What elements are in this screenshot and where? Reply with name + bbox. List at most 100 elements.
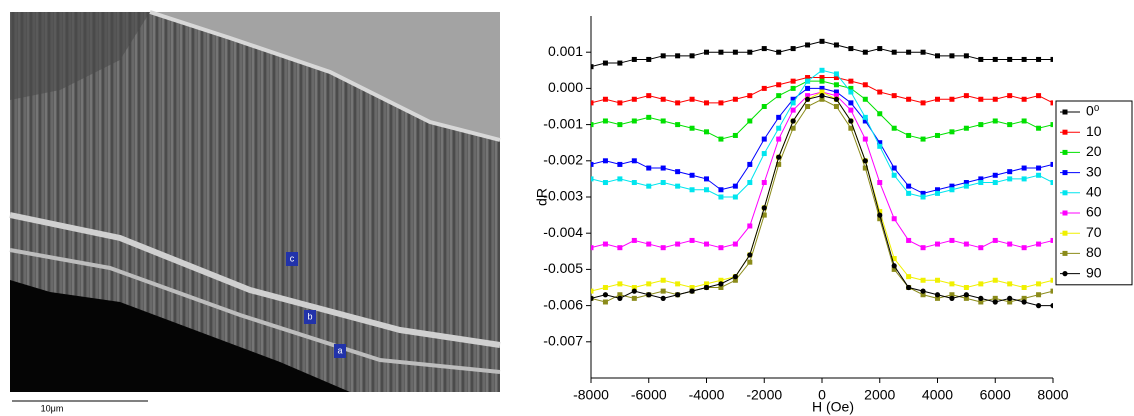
data-point: [747, 161, 753, 167]
data-point: [631, 118, 637, 124]
y-tick-label: -0.007: [543, 333, 583, 349]
data-point: [704, 187, 709, 193]
data-point: [1050, 161, 1053, 167]
data-point: [617, 245, 623, 251]
x-tick-label: 8000: [1037, 387, 1068, 403]
data-point: [891, 266, 897, 272]
series-line: [591, 40, 1053, 68]
data-point: [602, 96, 608, 102]
y-axis-label: dR: [534, 188, 550, 206]
data-point: [602, 241, 608, 247]
data-point: [1050, 56, 1053, 62]
data-point: [747, 259, 753, 265]
data-point: [591, 176, 594, 182]
y-tick-label: -0.005: [543, 260, 583, 276]
data-point: [1050, 180, 1053, 186]
data-point: [631, 158, 637, 164]
data-point: [877, 212, 883, 218]
data-point: [617, 292, 623, 298]
data-point: [819, 38, 825, 44]
data-point: [660, 277, 666, 283]
data-point: [1036, 292, 1042, 298]
data-point: [963, 183, 969, 189]
data-point: [776, 114, 782, 120]
data-point: [718, 187, 724, 193]
data-point: [675, 292, 681, 298]
data-point: [920, 100, 926, 106]
x-axis-label: H (Oe): [812, 399, 854, 415]
data-point: [1050, 122, 1053, 128]
data-point: [747, 252, 753, 258]
scale-bar-label: 10μm: [41, 403, 64, 413]
x-tick-label: -4000: [689, 387, 725, 403]
legend-marker: [1062, 129, 1068, 135]
x-tick-label: 0: [818, 387, 826, 403]
data-point: [935, 53, 940, 59]
legend-marker: [1062, 170, 1068, 176]
legend-label: 10: [1086, 123, 1102, 139]
data-point: [819, 85, 825, 91]
data-point: [805, 104, 811, 109]
data-point: [761, 212, 767, 218]
data-point: [833, 82, 839, 88]
data-point: [675, 53, 681, 59]
data-point: [1050, 288, 1053, 294]
data-point: [761, 205, 767, 211]
data-point: [660, 295, 666, 301]
legend-marker: [1062, 230, 1068, 236]
data-point: [1050, 237, 1053, 243]
data-point: [718, 49, 724, 55]
data-point: [790, 85, 796, 91]
data-point: [591, 100, 594, 106]
data-point: [862, 96, 868, 102]
data-point: [978, 295, 984, 301]
data-point: [1050, 100, 1053, 106]
data-point: [704, 281, 709, 287]
data-point: [819, 96, 825, 102]
data-point: [689, 53, 695, 59]
data-point: [848, 107, 854, 113]
data-point: [1021, 176, 1027, 182]
data-point: [906, 237, 912, 243]
y-tick-label: -0.001: [543, 115, 583, 131]
data-point: [602, 60, 608, 66]
legend-marker: [1062, 271, 1068, 277]
data-point: [935, 132, 940, 138]
data-point: [591, 122, 594, 128]
data-point: [1036, 281, 1042, 287]
data-point: [617, 60, 623, 66]
data-point: [891, 256, 897, 262]
data-point: [949, 187, 955, 193]
data-point: [747, 118, 753, 124]
data-point: [602, 118, 608, 124]
x-tick-label: -2000: [746, 387, 782, 403]
data-point: [935, 190, 940, 196]
data-point: [732, 96, 738, 102]
data-point: [978, 56, 984, 62]
data-point: [689, 172, 695, 178]
data-point: [992, 180, 998, 186]
data-point: [906, 49, 912, 55]
data-point: [776, 136, 782, 142]
data-point: [631, 285, 637, 290]
data-point: [833, 96, 840, 102]
data-point: [646, 292, 652, 298]
data-point: [689, 125, 695, 131]
data-point: [660, 53, 666, 59]
data-point: [660, 245, 666, 251]
plot-area: [591, 38, 1053, 309]
legend-label: 90: [1086, 264, 1102, 280]
data-point: [732, 274, 738, 280]
data-point: [891, 216, 897, 222]
image-annotation: c: [290, 253, 295, 263]
data-point: [877, 216, 883, 222]
data-point: [747, 223, 753, 229]
data-point: [689, 288, 695, 294]
data-point: [862, 165, 868, 171]
data-point: [703, 284, 710, 291]
data-point: [805, 93, 811, 99]
data-point: [848, 100, 854, 106]
data-point: [761, 46, 767, 52]
data-point: [660, 180, 666, 186]
